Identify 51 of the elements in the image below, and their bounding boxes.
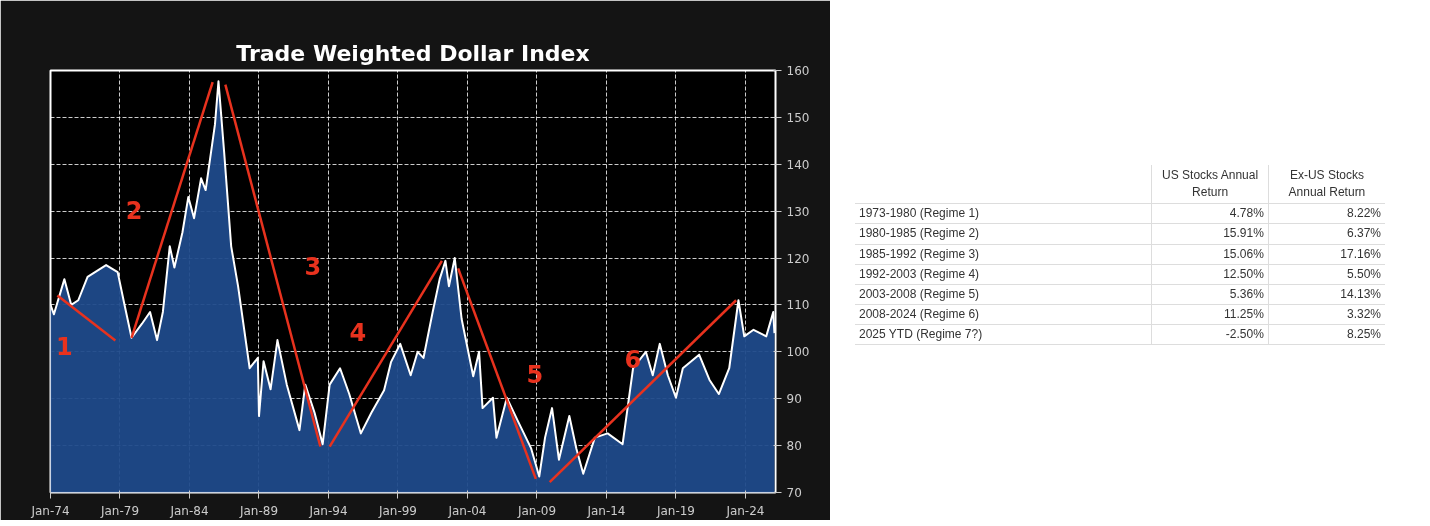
category-label: 1980-1985 (Regime 2) — [855, 223, 1152, 245]
data-label: 12.50% — [1151, 264, 1269, 285]
y-tick-label: 110 — [786, 298, 810, 313]
chart-title: Trade Weighted Dollar Index — [236, 40, 590, 66]
category-label: 2008-2024 (Regime 6) — [855, 304, 1152, 325]
x-tick-label: Jan-24 — [725, 503, 765, 518]
y-tick-label: 100 — [786, 345, 810, 360]
annotation: 3 — [304, 252, 322, 281]
data-label: 4.78% — [1151, 203, 1269, 224]
data-label: 14.13% — [1268, 284, 1385, 305]
y-tick-label: 160 — [786, 64, 810, 78]
data-label: 8.22% — [1268, 203, 1385, 224]
y-tick-label: 90 — [786, 392, 802, 407]
data-label: 17.16% — [1268, 244, 1385, 265]
x-tick-label: Jan-04 — [447, 503, 487, 518]
y-tick-label: 80 — [786, 439, 802, 454]
y-tick-label: 130 — [786, 204, 810, 219]
data-label: 5.50% — [1268, 264, 1385, 285]
series-label: US Stocks Annual Return — [1151, 165, 1269, 204]
y-tick-label: 140 — [786, 157, 810, 172]
category-label: 1992-2003 (Regime 4) — [855, 264, 1152, 285]
annotation: 6 — [624, 346, 642, 375]
category-label: 2025 YTD (Regime 7?) — [855, 324, 1152, 345]
data-label: 6.37% — [1268, 223, 1385, 245]
x-tick-label: Jan-99 — [377, 503, 418, 518]
annotation: 1 — [56, 333, 73, 362]
x-tick-label: Jan-09 — [516, 503, 557, 518]
x-tick-label: Jan-19 — [655, 503, 696, 518]
data-label: 15.91% — [1151, 223, 1269, 245]
data-label: 5.36% — [1151, 284, 1269, 305]
data-label: 11.25% — [1151, 304, 1269, 325]
x-tick-label: Jan-74 — [30, 503, 70, 518]
x-tick-label: Jan-14 — [586, 503, 626, 518]
text: Ex-US Stocks Annual Return — [1268, 165, 1385, 204]
x-tick-label: Jan-84 — [169, 503, 209, 518]
annotation: 4 — [349, 318, 367, 347]
x-tick-label: Jan-79 — [99, 503, 140, 518]
category-label: 2003-2008 (Regime 5) — [855, 284, 1152, 305]
y-tick-label: 120 — [786, 251, 810, 266]
data-label: 3.32% — [1268, 304, 1385, 325]
x-tick-label: Jan-89 — [238, 503, 279, 518]
y-tick-label: 70 — [786, 486, 802, 500]
x-tick-label: Jan-94 — [308, 503, 348, 518]
y-tick-label: 150 — [786, 110, 810, 125]
category-label: 1973-1980 (Regime 1) — [855, 203, 1152, 224]
category-label: 1985-1992 (Regime 3) — [855, 244, 1152, 265]
data-label: 15.06% — [1151, 244, 1269, 265]
annotation: 5 — [526, 360, 544, 389]
annotation: 2 — [125, 196, 143, 225]
data-label: 8.25% — [1268, 324, 1385, 345]
data-label: -2.50% — [1151, 324, 1269, 345]
